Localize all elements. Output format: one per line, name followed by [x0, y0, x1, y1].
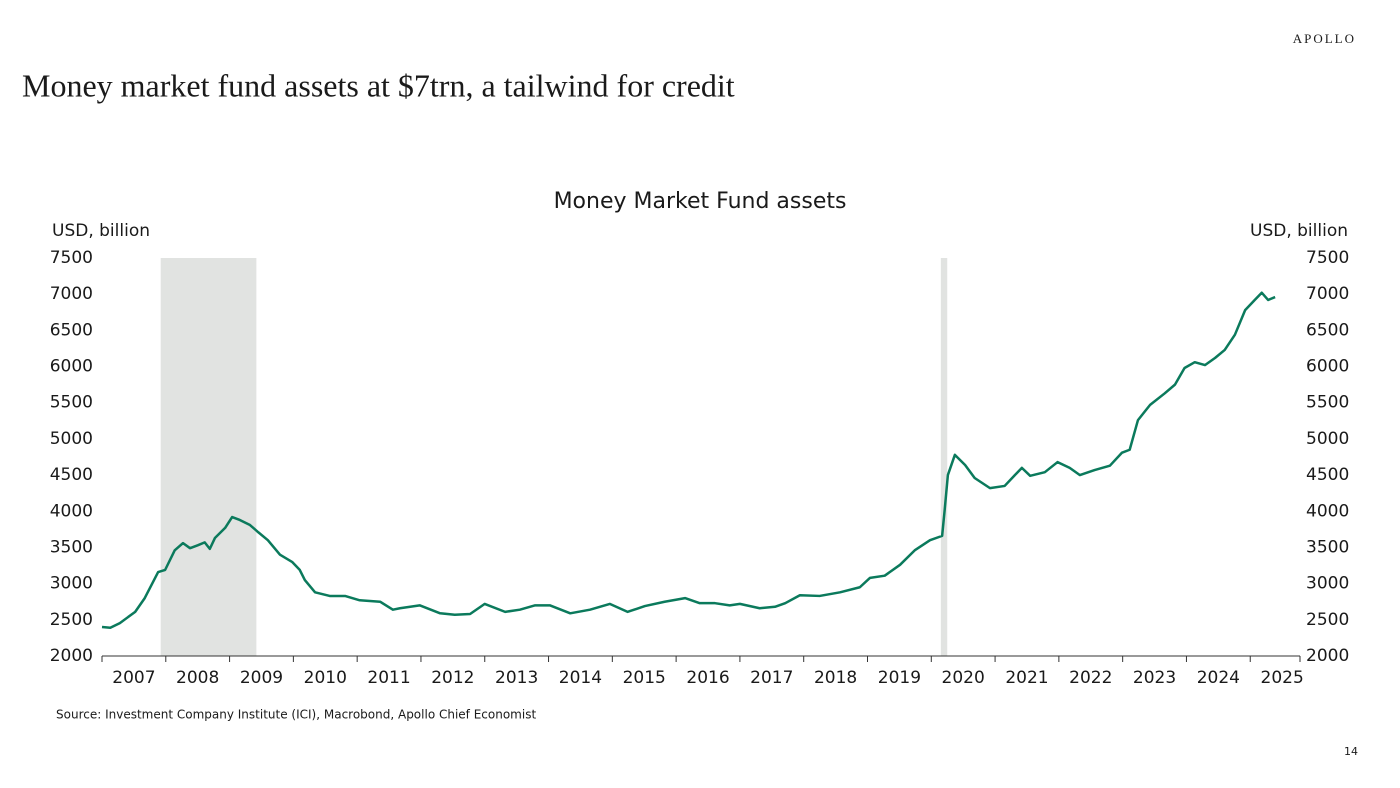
y-tick-label: 5500 — [50, 393, 93, 413]
x-tick-label: 2022 — [1069, 668, 1112, 688]
x-tick-label: 2020 — [942, 668, 985, 688]
y2-tick-label: 7000 — [1306, 284, 1349, 304]
y-tick-label: 7000 — [50, 284, 93, 304]
y2-tick-label: 4000 — [1306, 501, 1349, 521]
x-tick-label: 2025 — [1261, 668, 1304, 688]
y2-tick-label: 2500 — [1306, 610, 1349, 630]
y2-tick-label: 4500 — [1306, 465, 1349, 485]
x-tick-label: 2008 — [176, 668, 219, 688]
y-tick-label: 6000 — [50, 357, 93, 377]
page-number: 14 — [1344, 745, 1358, 758]
x-tick-label: 2010 — [304, 668, 347, 688]
data-line — [101, 291, 1276, 630]
y-tick-label: 2500 — [50, 610, 93, 630]
y2-tick-label: 6000 — [1306, 357, 1349, 377]
x-tick-label: 2017 — [750, 668, 793, 688]
x-tick-label: 2021 — [1005, 668, 1048, 688]
y-tick-label: 7500 — [50, 248, 93, 268]
source-note: Source: Investment Company Institute (IC… — [56, 708, 536, 722]
y-tick-label: 2000 — [50, 646, 93, 666]
y2-tick-label: 3000 — [1306, 574, 1349, 594]
x-tick-label: 2012 — [431, 668, 474, 688]
y-tick-label: 4500 — [50, 465, 93, 485]
x-tick-label: 2013 — [495, 668, 538, 688]
y-axis-label: USD, billion — [52, 221, 150, 241]
x-tick-label: 2015 — [623, 668, 666, 688]
y-tick-label: 5000 — [50, 429, 93, 449]
y2-axis-label: USD, billion — [1250, 221, 1348, 241]
recession-shade — [160, 258, 257, 656]
x-tick-label: 2019 — [878, 668, 921, 688]
y-tick-label: 3000 — [50, 574, 93, 594]
y-tick-label: 4000 — [50, 501, 93, 521]
x-tick-label: 2023 — [1133, 668, 1176, 688]
logo: APOLLO — [1293, 31, 1356, 46]
x-tick-label: 2014 — [559, 668, 602, 688]
x-tick-label: 2009 — [240, 668, 283, 688]
x-tick-label: 2024 — [1197, 668, 1240, 688]
y2-tick-label: 6500 — [1306, 320, 1349, 340]
x-tick-label: 2011 — [367, 668, 410, 688]
y-tick-label: 6500 — [50, 320, 93, 340]
y2-tick-label: 3500 — [1306, 537, 1349, 557]
slide-title: Money market fund assets at $7trn, a tai… — [22, 67, 735, 103]
y2-tick-label: 2000 — [1306, 646, 1349, 666]
y2-tick-label: 5000 — [1306, 429, 1349, 449]
recession-shade — [940, 258, 948, 656]
x-tick-label: 2016 — [686, 668, 729, 688]
y-tick-label: 3500 — [50, 537, 93, 557]
y2-tick-label: 7500 — [1306, 248, 1349, 268]
y2-tick-label: 5500 — [1306, 393, 1349, 413]
chart-title: Money Market Fund assets — [554, 189, 847, 214]
x-tick-label: 2007 — [112, 668, 155, 688]
x-tick-label: 2018 — [814, 668, 857, 688]
